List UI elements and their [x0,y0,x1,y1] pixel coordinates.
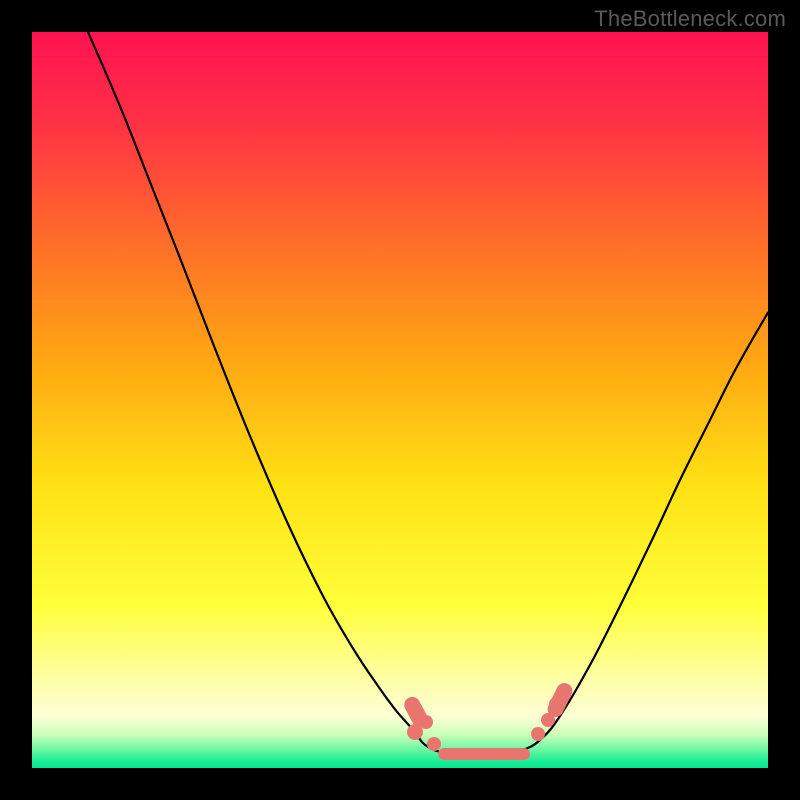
marker-bar [438,748,530,760]
marker-dot [531,727,545,741]
curve-overlay [32,32,768,768]
marker-dot [419,715,433,729]
marker-group [401,680,575,760]
plot-area [32,32,768,768]
marker-dot [549,697,563,711]
watermark-text: TheBottleneck.com [594,6,786,32]
marker-dot [541,713,555,727]
marker-dot [427,737,441,751]
chart-container: TheBottleneck.com [0,0,800,800]
bottleneck-curve [88,32,768,754]
